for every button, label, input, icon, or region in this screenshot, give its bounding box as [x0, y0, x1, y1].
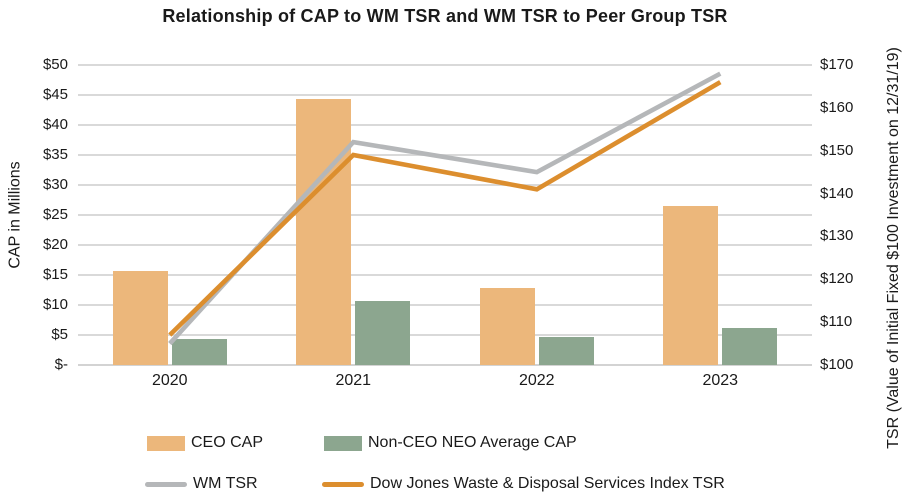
bar-group-2021 — [262, 65, 446, 365]
plot-area — [78, 64, 812, 366]
line-dow-jones-waste-disposal-services-index-tsr — [168, 80, 722, 337]
gridline — [78, 94, 812, 96]
bar-non-ceo-neo-average-cap-2023 — [722, 327, 778, 365]
left-axis-tick-20: $20 — [42, 236, 68, 253]
legend-label-ceo-cap: CEO CAP — [191, 434, 264, 451]
legend-swatch-wm-tsr — [145, 481, 187, 487]
right-axis-tick-160: $160 — [820, 98, 854, 116]
legend-swatch-ceo-cap — [147, 435, 185, 451]
left-axis-tick-: $- — [54, 356, 68, 373]
gridline — [78, 334, 812, 336]
legend-label-non-ceo-neo-average-cap: Non-CEO NEO Average CAP — [368, 434, 577, 451]
bar-non-ceo-neo-average-cap-2022 — [538, 336, 594, 365]
gridline — [78, 124, 812, 126]
right-axis-tick-120: $120 — [820, 270, 854, 288]
left-axis-tick-10: $10 — [42, 296, 68, 313]
bar-ceo-cap-2023 — [663, 206, 719, 365]
legend-swatch-non-ceo-neo-average-cap — [324, 435, 362, 451]
left-axis-tick-15: $15 — [42, 266, 68, 283]
gridline — [78, 274, 812, 276]
chart-title: Relationship of CAP to WM TSR and WM TSR… — [162, 6, 728, 26]
gridline — [78, 184, 812, 186]
x-axis-label-2020: 2020 — [151, 372, 188, 389]
gridline — [78, 304, 812, 306]
x-axis-labels: 2020 2021 2022 2023 — [78, 372, 812, 390]
left-axis-tick-25: $25 — [42, 206, 68, 223]
legend-item-ceo-cap: CEO CAP — [147, 433, 263, 453]
gridline — [78, 214, 812, 216]
bar-ceo-cap-2022 — [479, 287, 535, 365]
x-axis-label-2021: 2021 — [335, 372, 372, 389]
right-axis-tick-110: $110 — [820, 313, 853, 331]
right-axis-title-box: TSR (Value of Initial Fixed $100 Investm… — [874, 0, 914, 495]
bar-non-ceo-neo-average-cap-2021 — [355, 300, 411, 365]
left-axis-tick-35: $35 — [42, 146, 68, 163]
gridline — [78, 64, 812, 66]
left-axis-tick-30: $30 — [42, 176, 68, 193]
legend-swatch-dow-jones-index-tsr — [322, 481, 364, 487]
left-axis-tick-40: $40 — [42, 116, 68, 133]
bar-ceo-cap-2021 — [296, 99, 352, 365]
legend-item-dow-jones-index-tsr: Dow Jones Waste & Disposal Services Inde… — [322, 474, 725, 494]
line-wm-tsr — [168, 71, 722, 346]
bar-group-2023 — [629, 65, 813, 365]
right-axis-tick-170: $170 — [820, 56, 854, 73]
legend-label-wm-tsr: WM TSR — [193, 475, 258, 492]
right-axis-tick-labels: $100 $110 $120 $130 $140 $150 $160 $170 — [820, 0, 880, 495]
bar-ceo-cap-2020 — [112, 270, 168, 365]
gridline — [78, 244, 812, 246]
line-series-layer — [168, 71, 722, 346]
left-axis-tick-50: $50 — [42, 56, 68, 73]
bar-groups — [78, 65, 812, 365]
bar-group-2020 — [78, 65, 262, 365]
bar-non-ceo-neo-average-cap-2020 — [171, 339, 227, 365]
legend-item-wm-tsr: WM TSR — [145, 474, 258, 494]
right-axis-tick-130: $130 — [820, 227, 854, 245]
legend-item-non-ceo-neo-average-cap: Non-CEO NEO Average CAP — [324, 433, 577, 453]
bar-group-2022 — [445, 65, 629, 365]
right-axis-title: TSR (Value of Initial Fixed $100 Investm… — [885, 46, 903, 449]
left-axis-tick-45: $45 — [42, 86, 68, 103]
x-axis-line — [78, 364, 812, 366]
right-axis-tick-140: $140 — [820, 184, 854, 202]
right-axis-tick-150: $150 — [820, 141, 854, 159]
left-axis-tick-5: $5 — [51, 326, 68, 343]
x-axis-label-2022: 2022 — [518, 372, 555, 389]
left-axis-tick-labels: $- $5 $10 $15 $20 $25 $30 $35 $40 $45 $50 — [0, 0, 68, 495]
legend-label-dow-jones-index-tsr: Dow Jones Waste & Disposal Services Inde… — [370, 475, 725, 492]
right-axis-tick-100: $100 — [820, 356, 854, 373]
x-axis-label-2023: 2023 — [702, 372, 739, 389]
